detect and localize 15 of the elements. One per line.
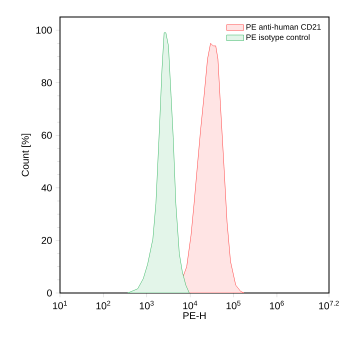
y-tick-label: 0 — [47, 289, 52, 297]
y-tick-label: 60 — [42, 132, 52, 139]
x-tick-label: 10$^{7.2}$ — [319, 300, 339, 310]
x-tick-label: 10$^{6}$ — [270, 300, 284, 310]
x-tick-label: 10$^{1}$ — [53, 300, 67, 310]
y-tick-label: 40 — [41, 184, 52, 192]
x-tick-label: 10$^{3}$ — [140, 300, 154, 310]
y-axis-title: Count [%] — [21, 134, 31, 176]
y-tick-label: 80 — [42, 79, 52, 86]
y-tick-label: 100 — [36, 26, 52, 34]
y-tick-label: 20 — [42, 236, 52, 244]
x-axis-title: PE-H — [183, 312, 206, 320]
x-tick-label: 10$^{2}$ — [96, 300, 110, 310]
x-tick-label: 10$^{5}$ — [226, 300, 240, 310]
x-tick-label: 10$^{4}$ — [183, 300, 198, 310]
